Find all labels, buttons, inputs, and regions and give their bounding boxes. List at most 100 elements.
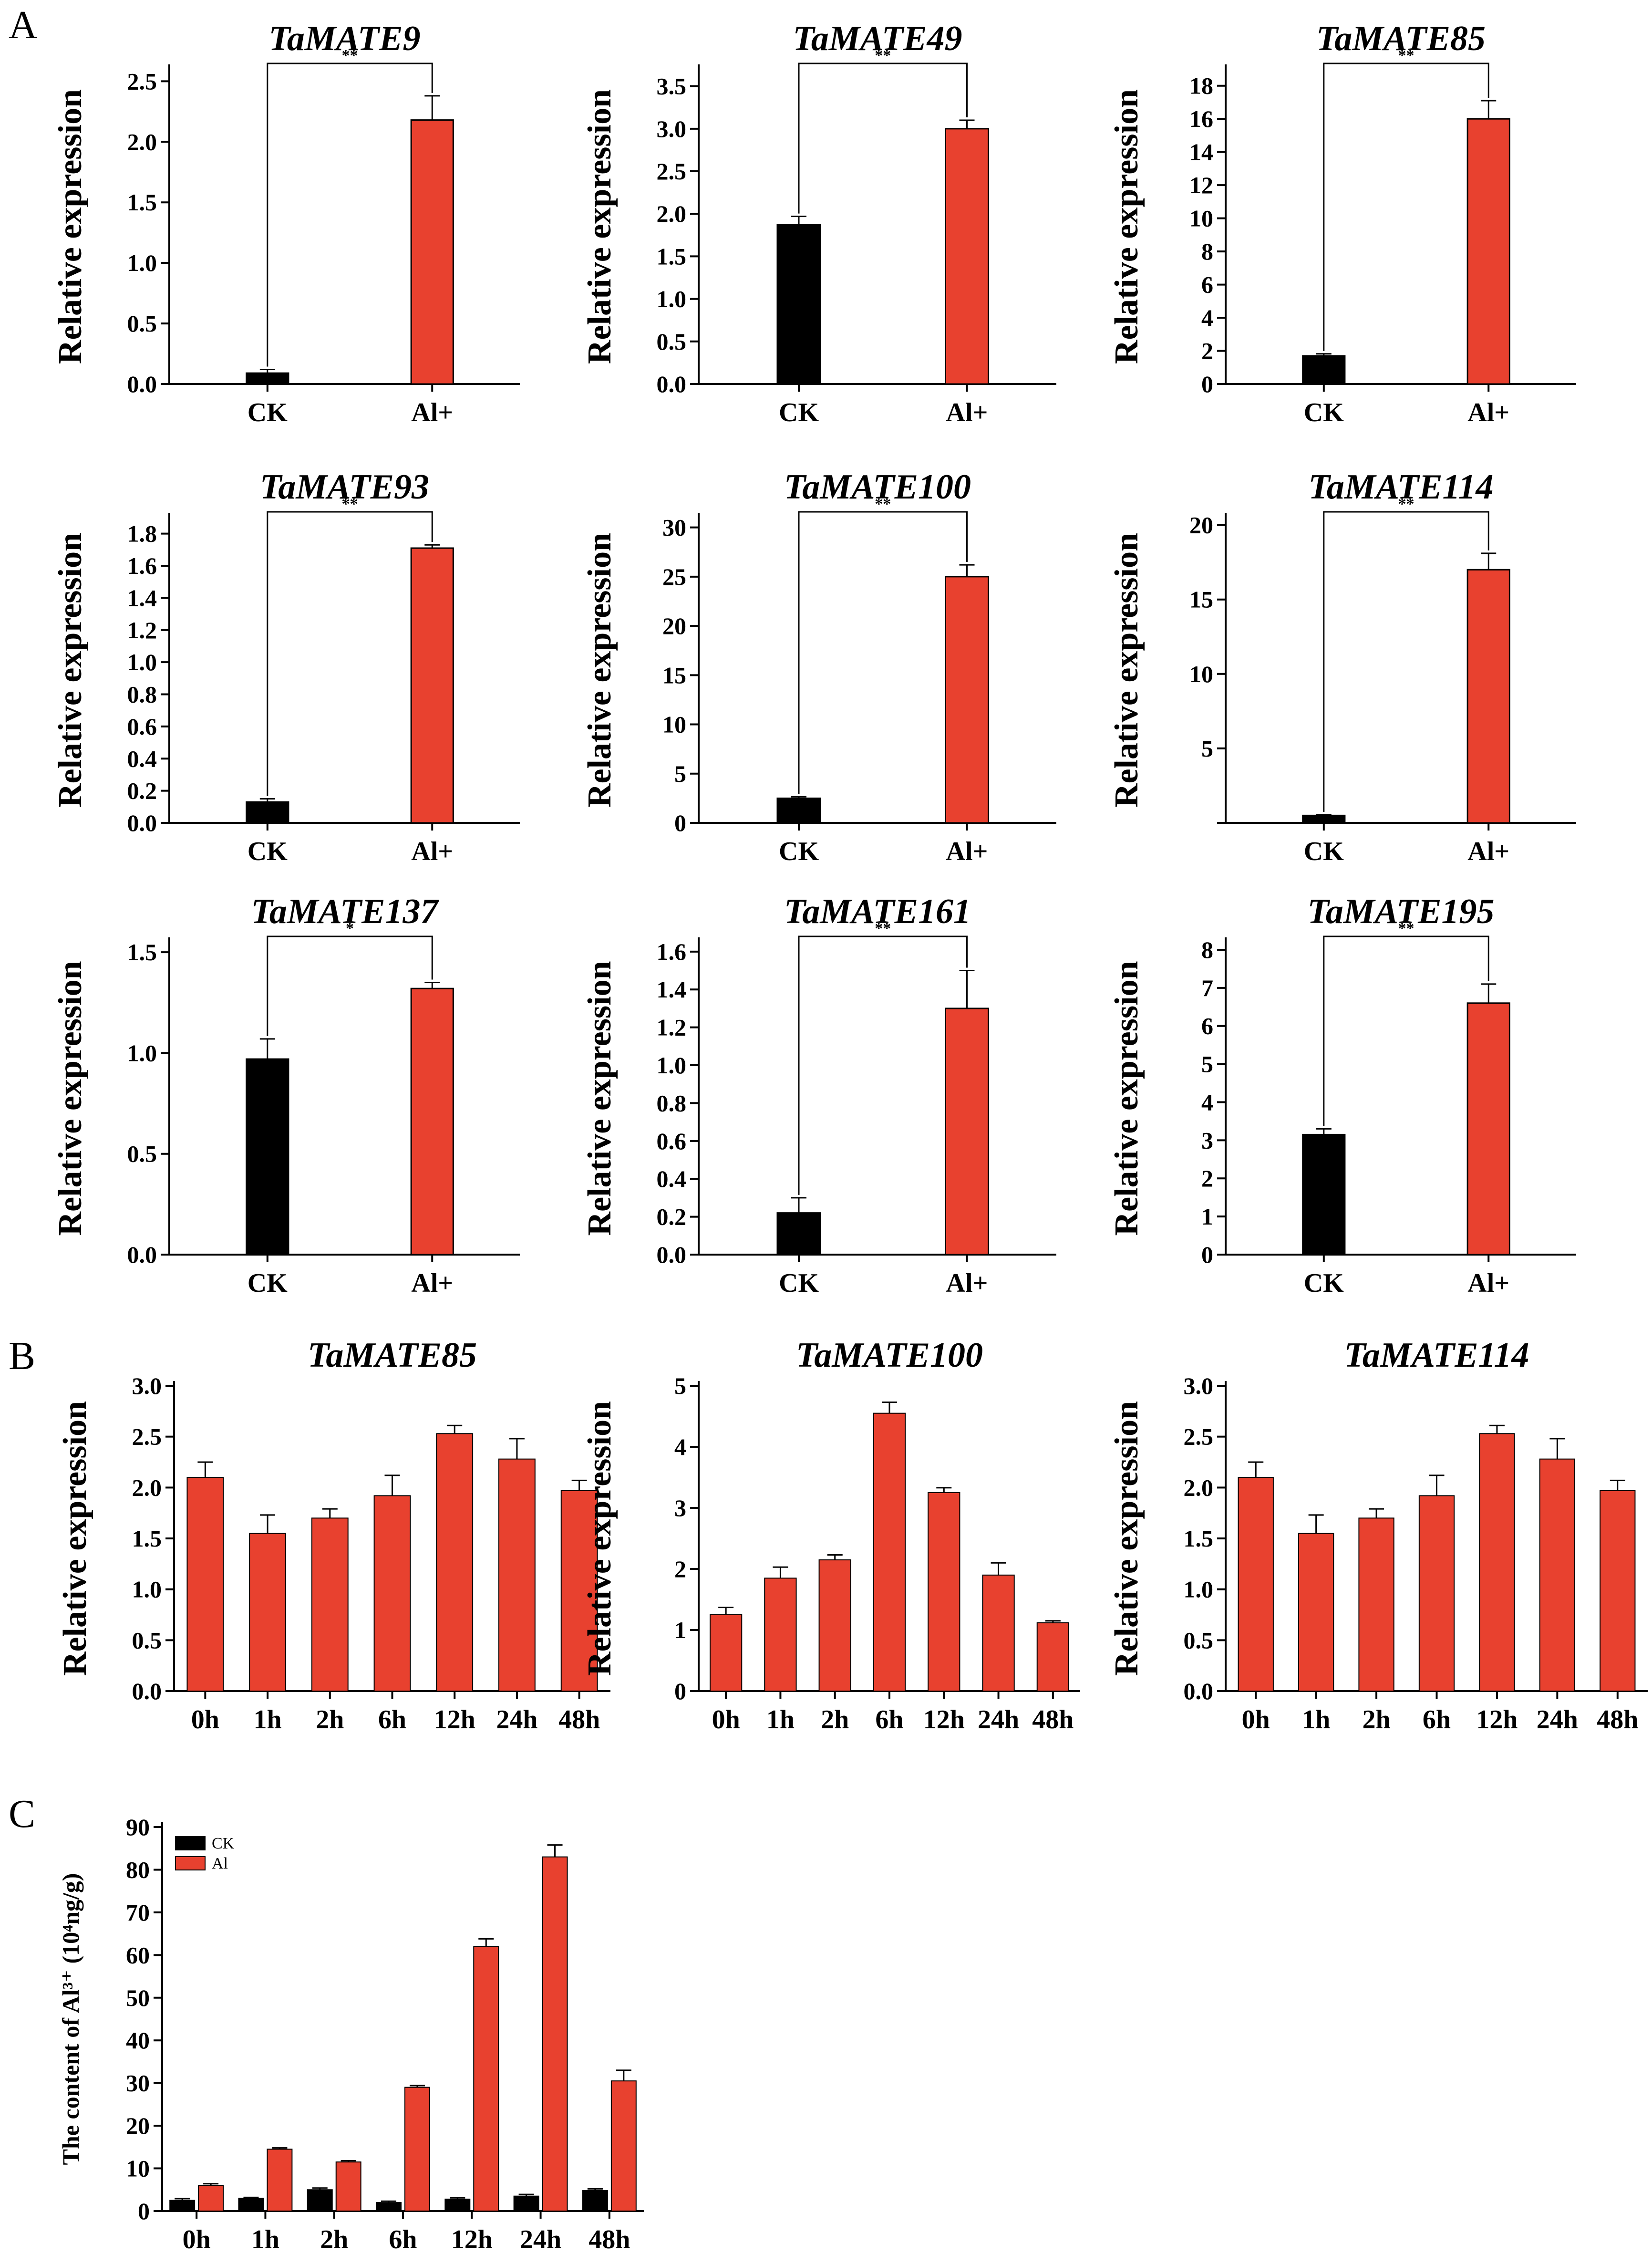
x-category-label: 12h: [923, 1705, 965, 1734]
y-tick-label: 0.0: [127, 1241, 157, 1268]
y-tick-label: 4: [1201, 1089, 1213, 1115]
y-tick-label: 5: [1201, 735, 1213, 762]
bar-al: [473, 1946, 499, 2212]
bar-ck: [1302, 355, 1346, 385]
legend-label: Al: [212, 1855, 228, 1872]
x-category-label: Al+: [411, 398, 453, 427]
bar-ck: [246, 801, 289, 824]
significance-marker: **: [875, 495, 891, 513]
y-tick-label: 1.5: [1184, 1525, 1214, 1552]
x-category-label: 1h: [253, 1705, 281, 1734]
x-category-label: CK: [248, 1268, 288, 1298]
x-category-label: 1h: [1302, 1705, 1330, 1734]
y-tick-label: 1.5: [127, 939, 157, 966]
bar-0h: [710, 1614, 743, 1692]
bar-ck: [376, 2202, 402, 2212]
y-tick-label: 1.5: [127, 189, 157, 216]
significance-bracket: [1323, 511, 1489, 812]
chart-title: TaMATE93: [260, 467, 429, 507]
y-tick-label: 2.0: [127, 128, 157, 155]
y-tick-label: 1.6: [657, 938, 687, 965]
chart-title: TaMATE195: [1307, 892, 1494, 931]
y-tick-label: 3.0: [1184, 1372, 1214, 1399]
y-tick-label: 10: [1189, 661, 1213, 687]
chart-title: TaMATE9: [268, 19, 420, 58]
y-tick-label: 16: [1189, 105, 1213, 132]
y-tick-label: 2: [1201, 1165, 1213, 1192]
y-tick-label: 2.5: [127, 68, 157, 94]
y-tick-label: 20: [1189, 512, 1213, 539]
significance-marker: **: [1398, 495, 1415, 513]
y-tick-label: 3.5: [657, 73, 687, 100]
chart-a-tamate93: TaMATE93 Relative expression 0.0 0.2 0.4 0.6 0…: [52, 467, 520, 866]
y-tick-label: 0.0: [127, 371, 157, 397]
y-tick-label: 90: [126, 1814, 150, 1840]
y-tick-label: 10: [662, 711, 686, 738]
bar-al: [410, 119, 454, 385]
x-category-label: CK: [779, 837, 819, 866]
bar-6h: [373, 1495, 411, 1692]
y-axis-label: Relative expression: [1108, 1401, 1145, 1676]
x-category-label: Al+: [1467, 398, 1509, 427]
y-tick-label: 1.8: [127, 520, 157, 547]
y-tick-label: 0.0: [127, 810, 157, 836]
y-tick-label: 5: [674, 1372, 686, 1399]
bar-6h: [873, 1412, 906, 1692]
bar-al: [1466, 118, 1510, 385]
chart-title: TaMATE49: [793, 19, 962, 58]
x-category-label: 2h: [320, 2225, 348, 2254]
y-tick-label: 0: [674, 810, 686, 836]
chart-b-tamate114: TaMATE114 Relative expression 0.0 0.5 1.0 1.5…: [1108, 1336, 1648, 1734]
x-category-label: 48h: [589, 2225, 630, 2254]
bar-12h: [436, 1433, 474, 1692]
bar-al: [1466, 569, 1510, 824]
y-tick-label: 12: [1189, 172, 1213, 198]
x-category-label: CK: [1304, 398, 1344, 427]
bar-ck: [246, 372, 289, 385]
y-tick-label: 0.5: [1184, 1627, 1214, 1653]
x-category-label: 6h: [389, 2225, 417, 2254]
y-tick-label: 3: [1201, 1127, 1213, 1153]
x-category-label: 1h: [766, 1705, 795, 1734]
y-axis-label: Relative expression: [1108, 533, 1145, 808]
bar-ck: [776, 224, 821, 385]
x-category-label: 0h: [183, 2225, 211, 2254]
x-category-label: Al+: [1467, 837, 1509, 866]
bar-ck: [776, 797, 821, 824]
bar-ck: [238, 2198, 264, 2212]
chart-a-tamate137: TaMATE137 Relative expression 0.0 0.5 1.0 1.5…: [52, 892, 520, 1298]
y-tick-label: 6: [1201, 1013, 1213, 1039]
y-tick-label: 0.0: [657, 1241, 687, 1268]
y-tick-label: 0.0: [1184, 1678, 1214, 1704]
y-tick-label: 0.4: [127, 745, 157, 772]
significance-bracket: [267, 935, 433, 1036]
y-tick-label: 60: [126, 1942, 150, 1968]
chart-title: TaMATE137: [251, 892, 439, 931]
x-category-label: CK: [779, 398, 819, 427]
y-tick-label: 18: [1189, 73, 1213, 99]
y-tick-label: 0.5: [657, 328, 687, 355]
legend-swatch-al: [175, 1856, 206, 1870]
chart-title: TaMATE85: [308, 1336, 477, 1375]
x-category-label: 2h: [316, 1705, 344, 1734]
bar-1h: [249, 1533, 286, 1692]
y-tick-label: 1.2: [657, 1014, 687, 1041]
bar-al: [945, 128, 989, 385]
y-tick-label: 20: [126, 2112, 150, 2139]
bar-ck: [776, 1212, 821, 1256]
y-tick-label: 8: [1201, 238, 1213, 265]
legend-label: CK: [212, 1835, 235, 1852]
y-axis-label: The content of Al³⁺ (10⁴ng/g): [57, 1873, 84, 2165]
x-category-label: Al+: [946, 837, 988, 866]
y-tick-label: 30: [662, 514, 686, 541]
y-tick-label: 80: [126, 1856, 150, 1883]
significance-marker: **: [875, 47, 891, 64]
y-tick-label: 0: [138, 2198, 150, 2224]
y-tick-label: 1.0: [127, 649, 157, 675]
y-tick-label: 3: [674, 1495, 686, 1521]
y-tick-label: 5: [674, 760, 686, 787]
x-category-label: 48h: [558, 1705, 600, 1734]
y-tick-label: 2.0: [132, 1474, 162, 1501]
x-category-label: 0h: [712, 1705, 740, 1734]
y-axis-label: Relative expression: [52, 961, 89, 1236]
